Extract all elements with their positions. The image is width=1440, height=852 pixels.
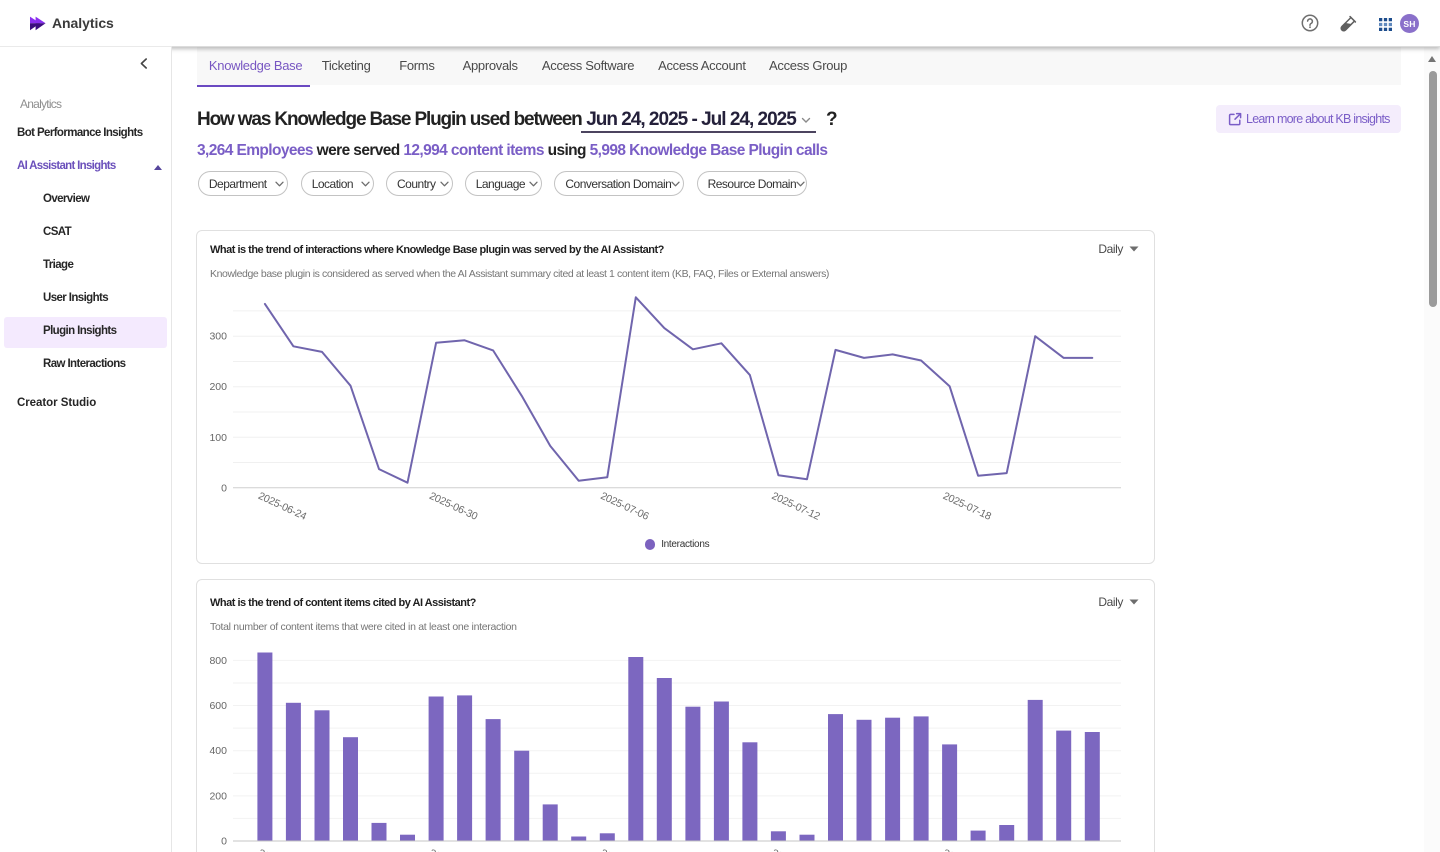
svg-text:100: 100 bbox=[209, 432, 227, 444]
svg-text:2025-07-18: 2025-07-18 bbox=[941, 490, 993, 523]
svg-text:2025-07-12: 2025-07-12 bbox=[770, 490, 822, 523]
svg-text:2025-06-30: 2025-06-30 bbox=[427, 847, 479, 852]
svg-text:2025-06-30: 2025-06-30 bbox=[427, 490, 479, 523]
svg-text:2025-07-06: 2025-07-06 bbox=[599, 490, 651, 523]
svg-text:200: 200 bbox=[209, 381, 227, 393]
svg-text:2025-07-18: 2025-07-18 bbox=[941, 847, 993, 852]
svg-text:2025-07-06: 2025-07-06 bbox=[599, 847, 651, 852]
svg-text:0: 0 bbox=[221, 836, 227, 848]
svg-text:800: 800 bbox=[209, 655, 227, 667]
svg-text:200: 200 bbox=[209, 790, 227, 802]
svg-text:400: 400 bbox=[209, 745, 227, 757]
svg-text:2025-06-24: 2025-06-24 bbox=[256, 847, 308, 852]
svg-text:600: 600 bbox=[209, 700, 227, 712]
svg-text:0: 0 bbox=[221, 482, 227, 494]
svg-text:2025-06-24: 2025-06-24 bbox=[256, 490, 308, 523]
svg-text:2025-07-12: 2025-07-12 bbox=[770, 847, 822, 852]
svg-text:300: 300 bbox=[209, 331, 227, 343]
